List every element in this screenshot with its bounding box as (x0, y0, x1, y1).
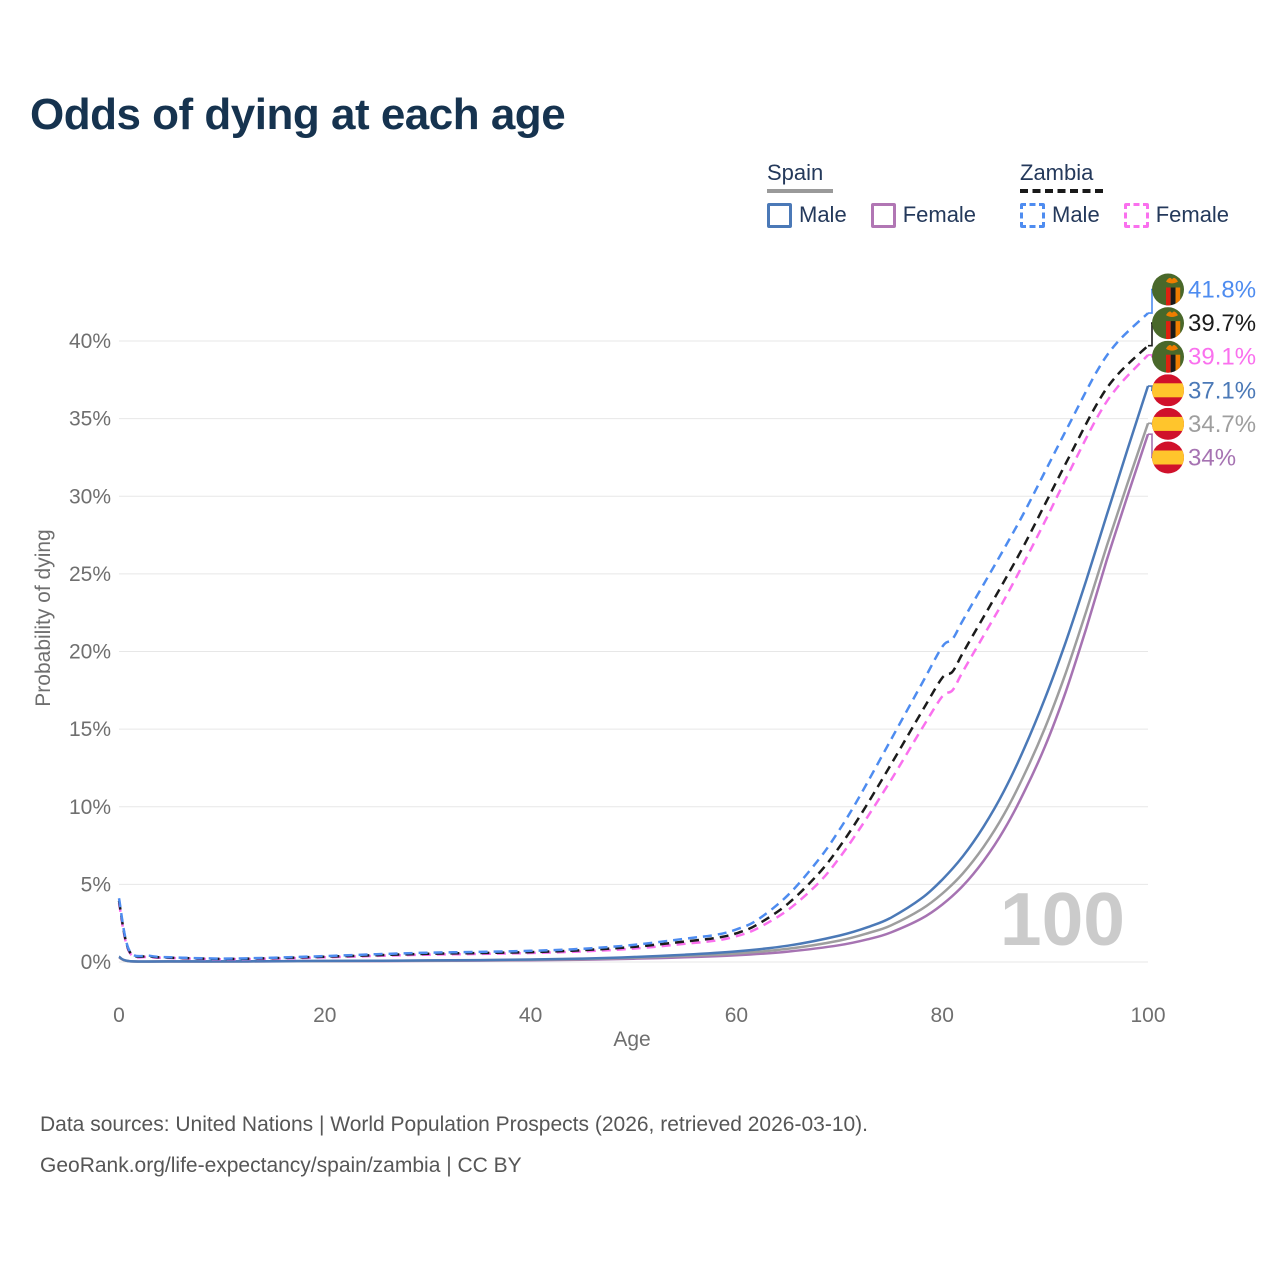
legend-label-spain-female: Female (902, 202, 977, 227)
page-title: Odds of dying at each age (30, 90, 566, 139)
y-tick-label: 25% (69, 563, 111, 586)
end-value-label-spain-male: 37.1% (1188, 377, 1256, 404)
legend-label-zambia-male: Male (1052, 202, 1100, 227)
end-value-label-zambia-female: 39.1% (1188, 344, 1256, 371)
end-value-label-zambia-all: 39.7% (1188, 310, 1256, 337)
y-tick-label: 15% (69, 718, 111, 741)
end-value-label-spain-female: 34% (1188, 445, 1236, 472)
age-cursor-watermark: 100 (1000, 877, 1125, 961)
legend-items-spain: Male Female (767, 202, 976, 228)
legend-items-zambia: Male Female (1020, 202, 1229, 228)
legend-country-zambia[interactable]: Zambia (1020, 160, 1104, 193)
series-line-spain-female[interactable] (118, 433, 1150, 963)
y-tick-label: 0% (81, 951, 111, 974)
y-tick-label: 40% (69, 330, 111, 353)
legend-swatch-spain-female (870, 202, 896, 228)
zambia-flag-icon (1152, 273, 1184, 306)
footer-attribution: GeoRank.org/life-expectancy/spain/zambia… (40, 1154, 522, 1177)
legend-item-zambia-male[interactable]: Male (1020, 202, 1100, 228)
legend-item-zambia-female[interactable]: Female (1123, 202, 1230, 228)
end-label-connector-zambia-female (1148, 354, 1153, 358)
series-line-zambia-female[interactable] (117, 354, 1149, 961)
legend-swatch-spain-male (767, 202, 792, 228)
series-line-spain-male[interactable] (118, 385, 1150, 963)
legend-group-zambia: Zambia Male Female (1020, 160, 1229, 228)
y-axis-title: Probability of dying (32, 529, 55, 707)
legend-item-spain-female[interactable]: Female (870, 202, 977, 228)
spain-flag-icon (1152, 441, 1184, 474)
series-line-zambia-male[interactable] (117, 312, 1149, 960)
end-value-label-spain-all: 34.7% (1188, 411, 1256, 438)
legend-label-spain-male: Male (799, 202, 847, 227)
x-tick-label: 60 (725, 1004, 748, 1027)
y-tick-label: 30% (69, 485, 111, 508)
series-line-spain-all[interactable] (118, 422, 1150, 963)
series-line-zambia-all[interactable] (117, 344, 1149, 961)
x-tick-label: 40 (519, 1004, 542, 1027)
y-tick-label: 35% (69, 408, 111, 431)
legend-group-spain: Spain Male Female (767, 160, 976, 228)
zambia-flag-icon (1152, 340, 1184, 373)
legend-swatch-zambia-female (1123, 202, 1149, 228)
legend-item-spain-male[interactable]: Male (767, 202, 847, 228)
y-tick-label: 10% (69, 796, 111, 819)
footer-data-sources: Data sources: United Nations | World Pop… (40, 1113, 869, 1136)
end-label-connector-spain-male (1148, 385, 1153, 392)
x-tick-label: 20 (313, 1004, 336, 1027)
y-tick-label: 20% (69, 641, 111, 664)
x-tick-label: 0 (113, 1004, 125, 1027)
end-label-connector-spain-female (1148, 433, 1153, 459)
legend-swatch-zambia-male (1020, 202, 1045, 228)
end-label-connector-zambia-male (1148, 288, 1153, 314)
x-tick-label: 80 (931, 1004, 954, 1027)
end-label-connector-zambia-all (1148, 322, 1153, 347)
x-tick-label: 100 (1130, 1004, 1165, 1027)
end-value-label-zambia-male: 41.8% (1188, 277, 1256, 304)
zambia-flag-icon (1152, 307, 1184, 340)
legend-label-zambia-female: Female (1155, 202, 1230, 227)
end-label-connector-spain-all (1148, 422, 1153, 425)
spain-flag-icon (1152, 374, 1184, 407)
legend-country-spain[interactable]: Spain (767, 160, 834, 193)
y-tick-label: 5% (81, 873, 111, 896)
spain-flag-icon (1152, 407, 1184, 440)
footer: Data sources: United Nations | World Pop… (40, 1104, 868, 1186)
x-axis-title: Age (613, 1028, 651, 1051)
